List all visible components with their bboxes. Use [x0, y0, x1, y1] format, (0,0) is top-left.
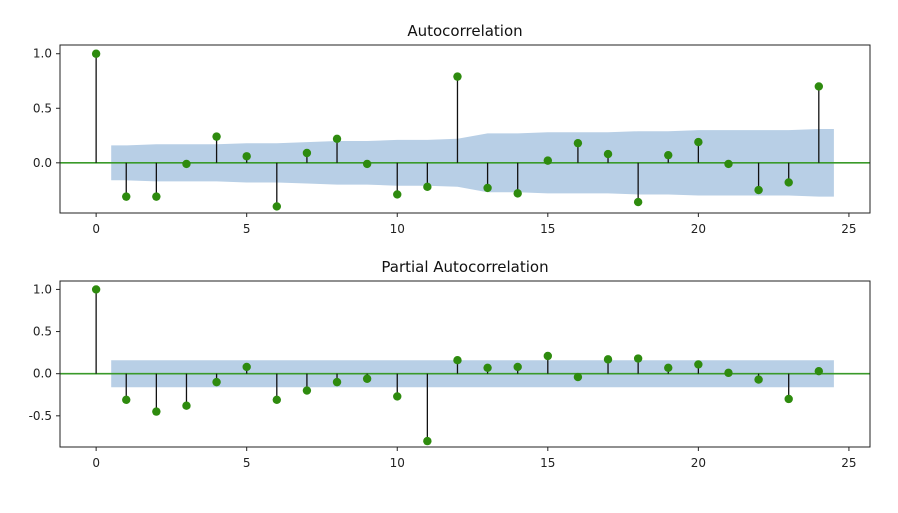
y-tick-label: 0.5: [33, 101, 52, 115]
data-point: [483, 183, 492, 193]
data-point: [393, 190, 402, 199]
autocorrelation-panel: Autocorrelation 0 5 10 15 20 25 1.0 0.5 0.0: [33, 22, 871, 236]
x-tick-label: 0: [92, 222, 100, 236]
data-point: [453, 356, 462, 365]
data-point: [182, 159, 191, 169]
data-point: [603, 355, 613, 364]
data-point: [272, 202, 282, 211]
plot-frame: [59, 280, 871, 448]
x-tick-label: 5: [243, 222, 251, 236]
data-point: [603, 149, 613, 159]
data-point: [573, 372, 583, 382]
partial-autocorrelation-panel: Partial Autocorrelation 0 5 10 15 20 25 1.0 0.5…: [29, 258, 871, 470]
x-tick-label: 25: [841, 456, 856, 470]
x-tick-label: 10: [390, 456, 405, 470]
x-tick-label: 20: [691, 456, 706, 470]
x-tick-label: 15: [540, 222, 555, 236]
data-point: [332, 377, 342, 387]
data-point: [91, 49, 101, 58]
data-point: [152, 192, 161, 201]
x-tick-label: 20: [691, 222, 706, 236]
data-point: [694, 137, 703, 147]
data-point: [784, 394, 793, 404]
y-tick-label: 1.0: [33, 282, 52, 296]
data-point: [152, 407, 161, 416]
x-tick-label: 0: [92, 456, 100, 470]
chart-title: Autocorrelation: [407, 22, 522, 40]
data-point: [362, 159, 372, 169]
data-point: [242, 152, 251, 161]
data-point: [423, 182, 432, 192]
data-point: [453, 72, 462, 81]
data-point: [784, 178, 793, 187]
data-point: [664, 150, 673, 160]
y-tick-label: -0.5: [29, 409, 52, 423]
data-point: [694, 360, 703, 369]
data-point: [122, 192, 131, 201]
data-point: [423, 436, 432, 446]
data-point: [302, 386, 312, 395]
data-point: [91, 285, 101, 294]
data-point: [724, 368, 733, 378]
data-point: [393, 392, 402, 401]
data-point: [272, 395, 282, 405]
data-point: [664, 363, 673, 372]
x-tick-label: 25: [841, 222, 856, 236]
data-point: [814, 82, 824, 91]
data-point: [513, 362, 522, 372]
data-point: [724, 159, 733, 169]
chart-title: Partial Autocorrelation: [381, 258, 548, 276]
data-point: [182, 401, 191, 410]
data-point: [633, 354, 643, 363]
data-point: [212, 377, 221, 387]
data-point: [543, 156, 553, 165]
data-point: [754, 185, 763, 195]
data-point: [212, 132, 221, 141]
data-point: [302, 148, 312, 158]
data-point: [513, 189, 522, 198]
data-point: [754, 375, 763, 384]
y-tick-label: 0.5: [33, 325, 52, 339]
data-point: [573, 138, 583, 148]
y-tick-label: 1.0: [33, 47, 52, 61]
data-point: [483, 363, 492, 372]
data-point: [242, 362, 251, 372]
data-point: [814, 366, 824, 376]
data-point: [122, 395, 131, 405]
plot-frame: [59, 44, 871, 214]
data-point: [543, 351, 553, 361]
data-point: [362, 374, 372, 383]
x-tick-label: 10: [390, 222, 405, 236]
data-point: [332, 134, 342, 144]
y-tick-label: 0.0: [33, 367, 52, 381]
x-tick-label: 15: [540, 456, 555, 470]
data-point: [633, 197, 643, 207]
x-tick-label: 5: [243, 456, 251, 470]
y-tick-label: 0.0: [33, 156, 52, 170]
